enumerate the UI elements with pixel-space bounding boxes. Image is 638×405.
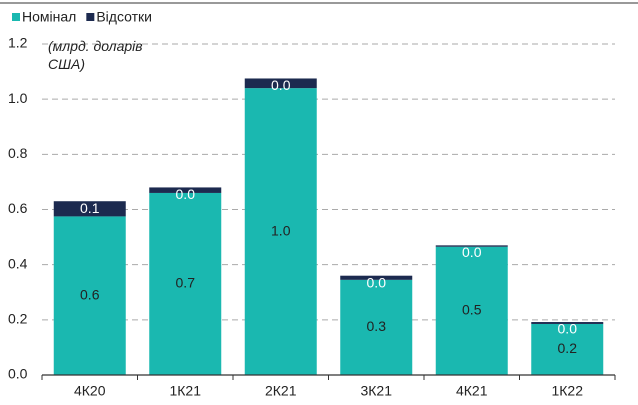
value-label: 0.0 <box>271 77 291 93</box>
value-label: 0.3 <box>367 318 387 334</box>
x-tick-label: 2К21 <box>265 383 297 399</box>
value-label: 0.0 <box>462 244 482 260</box>
legend-swatch <box>12 13 20 21</box>
x-tick-label: 1К22 <box>551 383 583 399</box>
bar-segment <box>531 322 604 324</box>
bar-segment <box>149 187 222 193</box>
bar-segment <box>435 245 508 247</box>
y-tick-label: 1.0 <box>8 90 28 106</box>
value-label: 0.5 <box>462 302 482 318</box>
legend-label: Номінал <box>22 9 76 25</box>
annotation: (млрд. доларів США) <box>48 38 143 72</box>
value-label: 0.1 <box>80 200 100 216</box>
y-tick-label: 0.0 <box>8 366 28 382</box>
bar-segment <box>340 275 413 280</box>
value-label: 0.0 <box>558 321 578 337</box>
value-label: 0.2 <box>558 340 578 356</box>
legend-label: Відсотки <box>96 9 152 25</box>
x-tick-label: 1К21 <box>169 383 201 399</box>
y-tick-label: 0.6 <box>8 200 28 216</box>
bar-segment <box>244 88 317 375</box>
value-label: 1.0 <box>271 222 291 238</box>
x-tick-label: 4К21 <box>456 383 488 399</box>
value-label: 0.7 <box>176 275 196 291</box>
legend-swatch <box>86 13 95 21</box>
x-tick-label: 3К21 <box>360 383 392 399</box>
value-label: 0.0 <box>367 274 387 290</box>
y-tick-label: 1.2 <box>8 35 28 51</box>
y-tick-label: 0.8 <box>8 145 28 161</box>
y-tick-label: 0.2 <box>8 311 28 327</box>
bar-segment <box>149 192 222 375</box>
bar-segment <box>435 246 508 375</box>
bar-segment <box>53 216 126 375</box>
bar-segment <box>340 279 413 375</box>
y-tick-label: 0.4 <box>8 255 28 271</box>
value-label: 0.6 <box>80 286 100 302</box>
bar-segment <box>53 201 126 217</box>
value-label: 0.0 <box>176 186 196 202</box>
x-tick-label: 4К20 <box>74 383 106 399</box>
bar-segment <box>244 78 317 89</box>
bar-segment <box>531 323 604 375</box>
